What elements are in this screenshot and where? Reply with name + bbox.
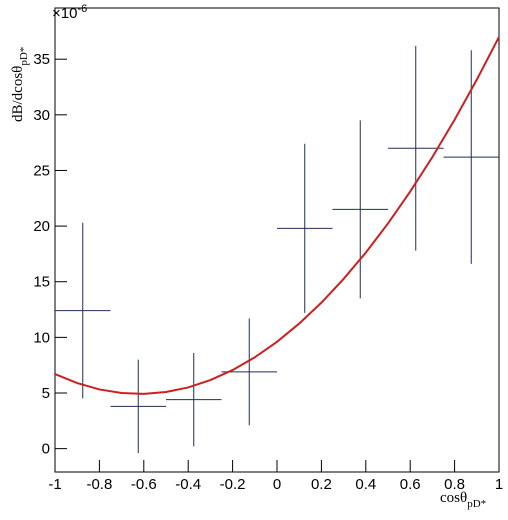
x-tick-label: -0.8: [86, 476, 112, 493]
y-axis-title: dB/dcosθpD*: [10, 47, 30, 122]
x-tick-label: 0: [273, 476, 281, 493]
y-tick-label: 20: [33, 218, 50, 235]
y-multiplier-base: ×10: [52, 5, 77, 22]
x-title-sub: pD*: [467, 498, 486, 510]
plot-frame: [54, 7, 500, 473]
y-tick-label: 35: [33, 51, 50, 68]
y-tick-label: 5: [42, 385, 50, 402]
x-tick-label: 0.6: [400, 476, 421, 493]
x-tick-label: -0.2: [220, 476, 246, 493]
x-title-main: cosθ: [440, 490, 467, 506]
y-tick-label: 10: [33, 329, 50, 346]
x-tick-label: 0.8: [444, 476, 465, 493]
fit-curve: [54, 36, 500, 395]
x-tick-label: -1: [48, 476, 61, 493]
x-tick-label: -0.4: [175, 476, 201, 493]
y-tick-label: 0: [42, 441, 50, 458]
y-tick-label: 30: [33, 107, 50, 124]
x-axis-title: cosθpD*: [440, 490, 486, 510]
x-tick-label: 0.4: [355, 476, 376, 493]
y-tick-label: 25: [33, 162, 50, 179]
x-tick-label: 1: [495, 476, 503, 493]
y-tick-label: 15: [33, 274, 50, 291]
x-tick-label: -0.6: [131, 476, 157, 493]
y-multiplier: ×10-6: [52, 3, 87, 22]
y-multiplier-exp: -6: [77, 3, 87, 15]
y-title-sub: pD*: [18, 47, 30, 66]
y-title-main: dB/dcosθ: [10, 66, 26, 122]
x-tick-label: 0.2: [311, 476, 332, 493]
